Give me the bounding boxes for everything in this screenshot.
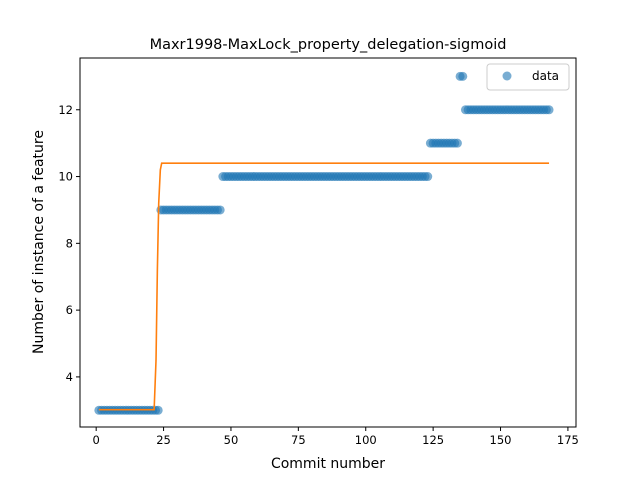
data-point (215, 205, 225, 215)
x-tick-label: 175 (557, 433, 579, 447)
plot-area (94, 71, 554, 415)
y-tick-label: 12 (58, 103, 73, 117)
x-tick-label: 25 (156, 433, 171, 447)
legend-data-label: data (532, 69, 559, 83)
legend: data (486, 63, 570, 91)
x-tick-label: 125 (422, 433, 444, 447)
legend-box (486, 63, 570, 91)
data-point (544, 105, 554, 115)
data-point (452, 138, 462, 148)
plot-frame (79, 57, 577, 428)
y-tick-label: 6 (66, 303, 73, 317)
y-tick-label: 10 (58, 170, 73, 184)
y-tick-label: 8 (66, 236, 73, 250)
chart-title: Maxr1998-MaxLock_property_delegation-sig… (150, 37, 507, 53)
data-point (153, 405, 163, 415)
y-axis: 4 6 8 10 12 (58, 103, 80, 384)
legend-data-marker (502, 71, 512, 81)
x-tick-label: 100 (355, 433, 377, 447)
x-tick-label: 50 (224, 433, 239, 447)
x-tick-label: 75 (291, 433, 306, 447)
x-axis: 0 25 50 75 100 125 150 175 (93, 427, 579, 447)
x-tick-label: 0 (93, 433, 100, 447)
x-tick-label: 150 (490, 433, 512, 447)
fit-line (98, 162, 550, 411)
y-tick-label: 4 (66, 370, 73, 384)
data-point (423, 172, 433, 182)
y-axis-label: Number of instance of a feature (31, 130, 47, 354)
data-point (458, 71, 468, 81)
x-axis-label: Commit number (271, 456, 385, 472)
